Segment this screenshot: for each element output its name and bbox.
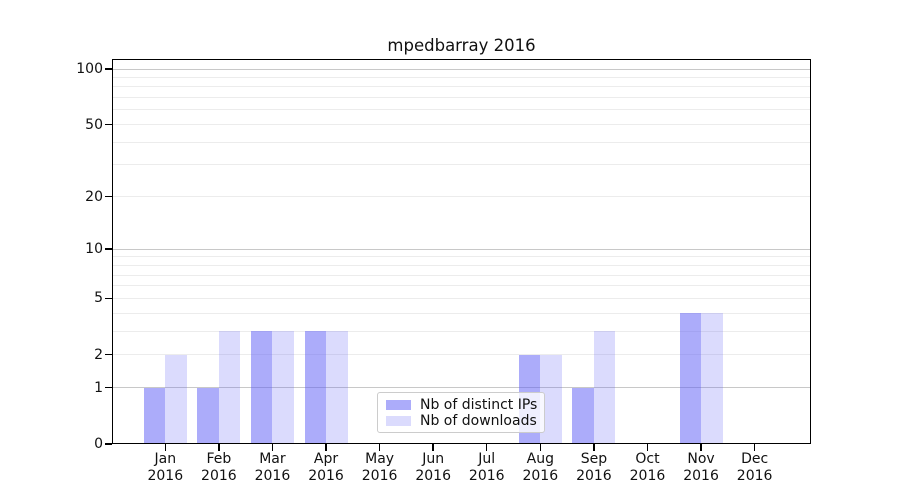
y-tick-label-2: 2 xyxy=(94,346,103,363)
bar-nb-of-distinct-ips-mar-2016 xyxy=(250,331,273,444)
bar-nb-of-downloads-nov-2016 xyxy=(701,313,723,444)
y-tick-label-5: 5 xyxy=(94,290,103,307)
plot-area xyxy=(112,59,811,444)
gridline-20 xyxy=(112,196,811,198)
x-tick-label-oct-2016: Oct 2016 xyxy=(629,451,666,484)
y-tick-mark-10 xyxy=(105,248,112,250)
bar-nb-of-downloads-mar-2016 xyxy=(272,331,294,444)
x-tick-label-may-2016: May 2016 xyxy=(361,451,398,484)
x-tick-mark-jan-2016 xyxy=(164,444,166,451)
bar-nb-of-downloads-sep-2016 xyxy=(593,331,616,444)
gridline-9 xyxy=(112,256,811,258)
gridline-60 xyxy=(112,109,811,111)
y-tick-mark-2 xyxy=(105,354,112,356)
x-tick-mark-may-2016 xyxy=(378,444,381,451)
x-tick-label-mar-2016: Mar 2016 xyxy=(254,451,291,484)
gridline-8 xyxy=(112,264,811,266)
y-tick-mark-1 xyxy=(105,386,112,389)
bars-layer xyxy=(112,59,811,444)
gridline-3 xyxy=(112,330,811,332)
gridline-2 xyxy=(112,354,811,356)
gridline-10 xyxy=(112,248,811,250)
legend-item-distinct-ips: Nb of distinct IPs xyxy=(386,397,538,413)
legend-swatch-downloads xyxy=(386,416,411,426)
gridline-50 xyxy=(112,124,811,126)
bar-nb-of-distinct-ips-jan-2016 xyxy=(143,387,166,444)
gridlines-layer xyxy=(112,59,811,444)
x-tick-label-feb-2016: Feb 2016 xyxy=(201,451,237,484)
bar-nb-of-distinct-ips-sep-2016 xyxy=(572,387,594,444)
y-tick-mark-100 xyxy=(105,68,112,70)
x-tick-label-apr-2016: Apr 2016 xyxy=(308,451,344,484)
x-tick-mark-jun-2016 xyxy=(432,444,434,451)
gridline-90 xyxy=(112,76,811,78)
bar-nb-of-distinct-ips-apr-2016 xyxy=(304,331,327,444)
legend: Nb of distinct IPs Nb of downloads xyxy=(377,392,545,433)
x-tick-label-nov-2016: Nov 2016 xyxy=(683,451,719,484)
gridline-80 xyxy=(112,86,811,88)
legend-label-distinct-ips: Nb of distinct IPs xyxy=(420,397,538,413)
bar-nb-of-downloads-jan-2016 xyxy=(165,354,187,444)
chart-title: mpedbarray 2016 xyxy=(387,36,536,55)
gridline-7 xyxy=(112,274,811,276)
gridline-100 xyxy=(112,68,811,70)
gridline-6 xyxy=(112,285,811,287)
legend-item-downloads: Nb of downloads xyxy=(386,413,537,429)
x-tick-mark-nov-2016 xyxy=(700,444,702,451)
x-tick-mark-sep-2016 xyxy=(593,444,595,451)
bar-nb-of-distinct-ips-nov-2016 xyxy=(679,313,702,444)
x-tick-mark-dec-2016 xyxy=(753,444,756,451)
x-tick-mark-jul-2016 xyxy=(486,444,488,451)
x-tick-mark-mar-2016 xyxy=(271,444,274,451)
bar-nb-of-downloads-apr-2016 xyxy=(326,331,348,444)
y-tick-mark-5 xyxy=(105,297,112,300)
y-tick-mark-0 xyxy=(105,443,112,445)
gridline-40 xyxy=(112,141,811,143)
x-tick-mark-apr-2016 xyxy=(325,444,327,451)
y-tick-label-10: 10 xyxy=(85,241,103,258)
gridline-70 xyxy=(112,97,811,99)
bar-nb-of-distinct-ips-feb-2016 xyxy=(197,387,219,444)
bar-nb-of-downloads-aug-2016 xyxy=(540,354,562,444)
y-tick-label-0: 0 xyxy=(94,436,103,452)
gridline-30 xyxy=(112,164,811,166)
x-tick-label-jan-2016: Jan 2016 xyxy=(147,451,184,484)
x-tick-label-jul-2016: Jul 2016 xyxy=(468,451,505,484)
legend-swatch-distinct-ips xyxy=(386,400,411,410)
y-tick-label-1: 1 xyxy=(94,379,103,396)
x-tick-label-sep-2016: Sep 2016 xyxy=(576,451,612,484)
y-tick-label-50: 50 xyxy=(85,116,103,133)
y-tick-mark-20 xyxy=(105,195,112,198)
x-tick-label-jun-2016: Jun 2016 xyxy=(415,451,451,484)
legend-label-downloads: Nb of downloads xyxy=(420,413,537,429)
gridline-1 xyxy=(112,387,811,389)
y-tick-mark-50 xyxy=(105,123,112,126)
x-tick-mark-feb-2016 xyxy=(218,444,220,451)
x-tick-label-aug-2016: Aug 2016 xyxy=(522,451,559,484)
x-tick-label-dec-2016: Dec 2016 xyxy=(736,451,773,484)
y-tick-label-100: 100 xyxy=(76,61,103,77)
gridline-4 xyxy=(112,312,811,314)
gridline-5 xyxy=(112,297,811,299)
y-tick-label-20: 20 xyxy=(85,188,103,205)
bar-nb-of-downloads-feb-2016 xyxy=(218,331,241,444)
x-tick-mark-oct-2016 xyxy=(646,444,649,451)
x-tick-mark-aug-2016 xyxy=(539,444,542,451)
